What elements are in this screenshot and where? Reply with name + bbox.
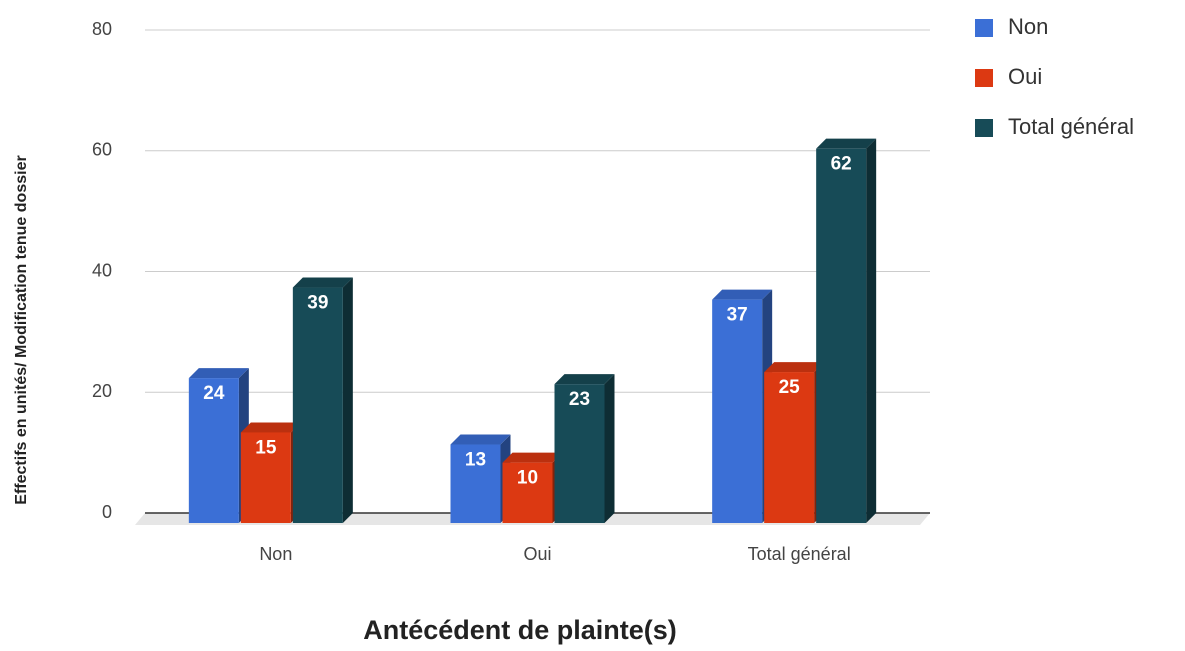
x-tick-label: Total général	[748, 544, 851, 564]
bar-side	[866, 138, 877, 524]
legend-label: Non	[1008, 14, 1048, 39]
bar	[450, 444, 501, 523]
data-label: 25	[779, 377, 801, 398]
bar	[188, 378, 239, 523]
bar	[502, 462, 553, 523]
bar-top	[188, 368, 249, 379]
legend-label: Total général	[1008, 114, 1134, 139]
legend-swatch	[975, 69, 993, 87]
data-label: 23	[569, 389, 590, 410]
x-tick-label: Non	[259, 544, 292, 564]
bar-side	[604, 374, 615, 523]
x-axis-title: Antécédent de plainte(s)	[363, 615, 677, 645]
bar	[712, 299, 763, 523]
bar	[764, 372, 815, 523]
legend-label: Oui	[1008, 64, 1042, 89]
bar-top	[292, 277, 353, 288]
legend-swatch	[975, 119, 993, 137]
bar-top	[240, 422, 301, 433]
x-tick-label: Oui	[523, 544, 551, 564]
data-label: 62	[831, 154, 852, 175]
y-tick-label: 40	[92, 260, 112, 280]
y-tick-label: 60	[92, 140, 112, 160]
bar-top	[450, 434, 511, 445]
bar	[240, 432, 291, 523]
bar	[292, 287, 343, 523]
bar-top	[502, 452, 563, 463]
bar	[816, 148, 867, 524]
bar	[554, 384, 605, 523]
data-label: 10	[517, 468, 538, 489]
y-tick-label: 20	[92, 381, 112, 401]
data-label: 39	[307, 293, 328, 314]
data-label: 37	[727, 305, 748, 326]
y-tick-label: 80	[92, 19, 112, 39]
bar-top	[764, 362, 825, 373]
data-label: 13	[465, 450, 486, 471]
bar-top	[712, 289, 773, 300]
bar-side	[342, 277, 353, 523]
data-label: 15	[255, 437, 277, 458]
data-label: 24	[203, 383, 225, 404]
bar-top	[554, 374, 615, 385]
y-axis-title: Effectifs en unités/ Modification tenue …	[13, 155, 30, 504]
bar-top	[816, 138, 877, 149]
legend-swatch	[975, 19, 993, 37]
y-tick-label: 0	[102, 502, 112, 522]
